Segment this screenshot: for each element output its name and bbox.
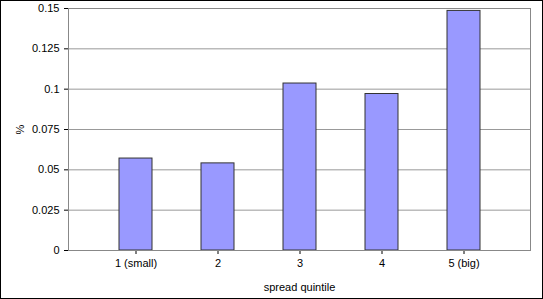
svg-text:4: 4 [379,257,385,269]
svg-text:0.15: 0.15 [38,2,59,14]
svg-text:5 (big): 5 (big) [448,257,479,269]
svg-text:0.125: 0.125 [32,42,60,54]
svg-text:0.075: 0.075 [32,123,60,135]
svg-text:3: 3 [297,257,303,269]
svg-text:0.1: 0.1 [44,83,59,95]
svg-text:1 (small): 1 (small) [115,257,157,269]
svg-text:0.05: 0.05 [38,163,59,175]
svg-text:2: 2 [215,257,221,269]
svg-text:%: % [14,124,26,134]
svg-text:0.025: 0.025 [32,204,60,216]
svg-text:spread quintile: spread quintile [264,281,336,293]
svg-text:0: 0 [53,244,59,256]
